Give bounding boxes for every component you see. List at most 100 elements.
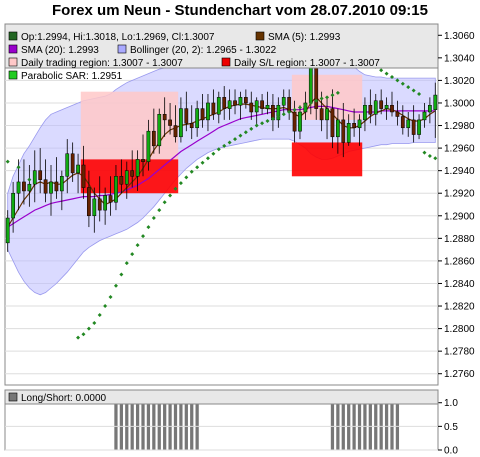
y-tick-label: 1.2900 <box>444 211 475 222</box>
candle-body <box>265 104 270 109</box>
candle-body <box>227 100 232 109</box>
y-tick-label: 1.2880 <box>444 234 475 245</box>
candle-body <box>27 183 32 192</box>
sar-point <box>427 153 432 158</box>
sar-point <box>81 332 86 337</box>
candle-body <box>200 108 205 121</box>
y-tick-label: 1.3020 <box>444 76 475 87</box>
candle-body <box>54 181 59 192</box>
candle-body <box>43 179 48 194</box>
candle-body <box>363 104 367 121</box>
candle-body <box>16 181 21 194</box>
daily-sl-region <box>80 159 179 194</box>
candle-body <box>130 170 135 177</box>
candle-body <box>168 119 172 126</box>
legend-box <box>4 23 439 69</box>
candle-body <box>11 192 15 219</box>
legend-swatch <box>255 31 265 41</box>
sar-point <box>130 252 135 257</box>
candle-body <box>222 97 227 109</box>
candle-body <box>428 104 432 113</box>
sar-point <box>400 81 405 86</box>
sar-point <box>281 112 286 117</box>
y-tick-label: 1.2820 <box>444 302 475 313</box>
candle-body <box>38 170 43 180</box>
candle-body <box>254 100 259 113</box>
sar-point <box>254 123 259 128</box>
candle-body <box>298 111 302 132</box>
sar-point <box>249 126 254 131</box>
y-tick-label: 1.2860 <box>444 256 475 267</box>
y-tick-label: 1.2980 <box>444 121 475 132</box>
sar-point <box>200 160 205 165</box>
legend-swatch <box>221 57 231 67</box>
candle-body <box>103 195 108 211</box>
daily-trading-region <box>80 91 179 160</box>
candle-body <box>346 123 351 143</box>
candle-body <box>400 116 405 129</box>
candle-body <box>406 119 411 129</box>
legend-label: Parabolic SAR: 1.2951 <box>21 71 123 82</box>
candle-body <box>281 97 286 106</box>
legend-swatch <box>8 57 18 67</box>
candle-body <box>119 176 124 185</box>
sar-point <box>417 91 422 96</box>
candle-body <box>238 97 243 106</box>
sub-y-tick-label: 1.0 <box>444 398 458 409</box>
candle-body <box>260 100 264 109</box>
y-tick-label: 1.2920 <box>444 189 475 200</box>
sar-point <box>173 186 178 191</box>
candle-body <box>243 97 248 104</box>
sar-point <box>270 116 275 121</box>
sar-point <box>211 151 216 156</box>
candle-body <box>422 111 427 121</box>
sar-point <box>86 326 91 331</box>
sar-point <box>297 105 302 110</box>
sar-point <box>379 68 384 73</box>
sar-point <box>168 193 173 198</box>
candle-body <box>184 108 189 124</box>
sar-point <box>178 181 183 186</box>
candle-body <box>433 94 438 110</box>
candle-body <box>22 181 26 192</box>
sar-point <box>195 165 200 170</box>
candle-body <box>124 170 129 185</box>
candle-body <box>49 181 53 194</box>
legend-swatch <box>8 70 18 80</box>
candle-body <box>141 159 145 162</box>
sar-point <box>5 159 10 164</box>
sar-point <box>335 90 340 95</box>
candle-body <box>390 104 394 113</box>
sar-point <box>97 313 102 318</box>
candle-body <box>325 108 329 121</box>
sar-point <box>119 272 124 277</box>
y-tick-label: 1.2760 <box>444 369 475 380</box>
sar-point <box>422 150 427 155</box>
candle-body <box>97 198 102 211</box>
sar-point <box>27 177 32 182</box>
candle-body <box>206 102 210 121</box>
candle-body <box>173 125 178 138</box>
sar-point <box>162 200 167 205</box>
candle-body <box>151 130 156 147</box>
sar-point <box>216 147 221 152</box>
candle-body <box>384 104 389 109</box>
candle-body <box>189 123 194 129</box>
candle-body <box>65 153 70 177</box>
candle-body <box>233 100 237 106</box>
sar-point <box>16 165 21 170</box>
candle-body <box>287 97 292 113</box>
candle-body <box>92 198 97 217</box>
daily-sl-region <box>291 142 363 177</box>
candle-body <box>352 123 356 129</box>
legend-label: Op:1.2994, Hi:1.3018, Lo:1.2969, Cl:1.30… <box>21 32 215 43</box>
sar-point <box>260 121 265 126</box>
candle-body <box>76 164 80 174</box>
legend-swatch <box>8 31 18 41</box>
sub-legend-swatch <box>8 392 18 402</box>
candle-body <box>157 114 162 147</box>
sar-point <box>76 335 81 340</box>
y-tick-label: 1.2940 <box>444 166 475 177</box>
sar-point <box>227 140 232 145</box>
